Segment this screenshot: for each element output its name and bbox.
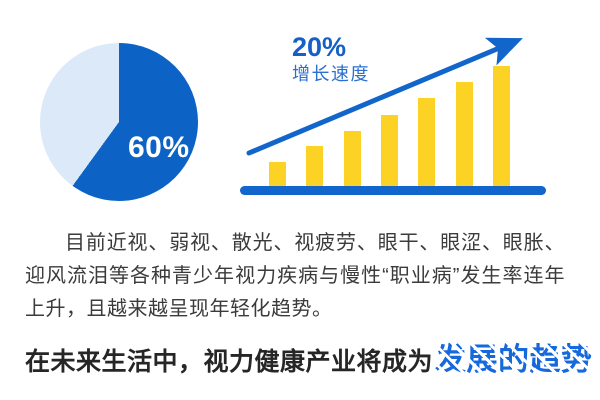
chart-baseline: [240, 186, 546, 195]
bar: [493, 66, 511, 186]
headline: 在未来生活中，视力健康产业将成为 发展的趋势: [25, 334, 593, 379]
bar: [306, 146, 324, 186]
growth-percent-label: 20%: [292, 32, 347, 62]
pie-chart-label: 60%: [128, 131, 190, 164]
bar: [418, 98, 436, 186]
body-paragraph: 目前近视、弱视、散光、视疲劳、眼干、眼涩、眼胀、迎风流泪等各种青少年视力疾病与慢…: [25, 232, 565, 320]
bar: [455, 82, 473, 186]
growth-rate-label: 增长速度: [292, 64, 370, 84]
headline-highlight: 发展的趋势: [435, 334, 593, 379]
headline-text: 在未来生活中，视力健康产业将成为: [25, 348, 434, 376]
bar: [343, 131, 361, 186]
bar-chart: [240, 20, 550, 200]
trend-arrow-icon: [246, 37, 523, 156]
pie-chart: 60%: [40, 43, 198, 201]
bar: [381, 115, 399, 186]
bar: [269, 162, 286, 186]
